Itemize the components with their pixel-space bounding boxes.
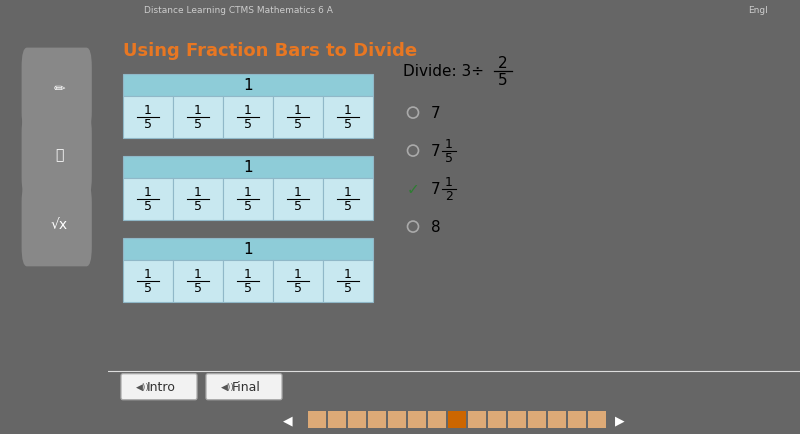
Text: 5: 5 — [445, 152, 453, 164]
Text: 1: 1 — [445, 176, 453, 189]
FancyBboxPatch shape — [206, 374, 282, 400]
Text: 7: 7 — [431, 144, 441, 159]
Text: 1: 1 — [144, 267, 152, 280]
Bar — [528, 411, 546, 428]
Bar — [173, 260, 223, 302]
Bar — [328, 411, 346, 428]
Text: Distance Learning CTMS Mathematics 6 A: Distance Learning CTMS Mathematics 6 A — [144, 6, 333, 15]
Text: 5: 5 — [244, 118, 252, 131]
FancyBboxPatch shape — [22, 49, 92, 132]
Text: 1: 1 — [243, 78, 253, 93]
Bar — [323, 260, 373, 302]
FancyBboxPatch shape — [22, 114, 92, 197]
Text: 1: 1 — [294, 104, 302, 117]
Text: 5: 5 — [244, 200, 252, 213]
Bar — [173, 178, 223, 220]
Bar — [123, 260, 173, 302]
FancyBboxPatch shape — [22, 184, 92, 267]
Bar — [348, 411, 366, 428]
Bar — [468, 411, 486, 428]
Bar — [548, 411, 566, 428]
Text: Divide: 3÷: Divide: 3÷ — [403, 64, 484, 79]
Bar — [273, 178, 323, 220]
Bar — [123, 238, 373, 260]
Bar — [123, 96, 173, 138]
Text: 1: 1 — [194, 267, 202, 280]
Text: 5: 5 — [344, 200, 352, 213]
Text: 1: 1 — [244, 104, 252, 117]
Text: √x: √x — [51, 217, 68, 231]
Text: 1: 1 — [244, 267, 252, 280]
Text: ◀)): ◀)) — [221, 382, 235, 391]
Bar — [508, 411, 526, 428]
Text: 1: 1 — [445, 138, 453, 151]
Text: 1: 1 — [294, 186, 302, 199]
Text: 8: 8 — [431, 220, 441, 234]
Text: ▶: ▶ — [615, 414, 625, 426]
Text: 5: 5 — [344, 118, 352, 131]
Text: 1: 1 — [243, 160, 253, 174]
Text: 1: 1 — [243, 241, 253, 256]
Text: Final: Final — [231, 380, 261, 393]
Bar — [428, 411, 446, 428]
Text: 5: 5 — [498, 73, 508, 88]
Bar — [323, 178, 373, 220]
Text: ◀)): ◀)) — [136, 382, 150, 391]
Text: 5: 5 — [194, 200, 202, 213]
Text: 1: 1 — [344, 104, 352, 117]
Text: ✓: ✓ — [406, 182, 419, 197]
Text: Intro: Intro — [146, 380, 175, 393]
Text: ✏: ✏ — [54, 82, 66, 96]
Text: 1: 1 — [294, 267, 302, 280]
Text: 5: 5 — [144, 200, 152, 213]
Bar — [368, 411, 386, 428]
Bar — [123, 178, 173, 220]
Text: 5: 5 — [144, 118, 152, 131]
Text: 1: 1 — [194, 104, 202, 117]
Bar — [273, 260, 323, 302]
Text: 5: 5 — [144, 281, 152, 294]
Bar — [173, 96, 223, 138]
Text: 2: 2 — [445, 190, 453, 203]
Bar — [448, 411, 466, 428]
FancyBboxPatch shape — [121, 374, 197, 400]
Text: 1: 1 — [344, 267, 352, 280]
Bar — [323, 96, 373, 138]
Text: Using Fraction Bars to Divide: Using Fraction Bars to Divide — [123, 42, 417, 59]
Bar — [408, 411, 426, 428]
Bar — [388, 411, 406, 428]
Text: 1: 1 — [144, 186, 152, 199]
Bar — [223, 96, 273, 138]
Text: 7: 7 — [431, 106, 441, 121]
Bar — [273, 96, 323, 138]
Text: 5: 5 — [294, 200, 302, 213]
Text: 5: 5 — [194, 281, 202, 294]
Text: 1: 1 — [194, 186, 202, 199]
Text: 5: 5 — [244, 281, 252, 294]
Text: 7: 7 — [431, 182, 441, 197]
Bar — [308, 411, 326, 428]
Bar — [488, 411, 506, 428]
Text: 1: 1 — [144, 104, 152, 117]
Bar — [223, 260, 273, 302]
Bar — [588, 411, 606, 428]
Text: 5: 5 — [344, 281, 352, 294]
Bar — [568, 411, 586, 428]
Text: 5: 5 — [194, 118, 202, 131]
Bar — [123, 156, 373, 178]
Text: 1: 1 — [344, 186, 352, 199]
Text: 5: 5 — [294, 281, 302, 294]
Text: 🎧: 🎧 — [55, 148, 63, 162]
Text: Engl: Engl — [748, 6, 768, 15]
Bar — [223, 178, 273, 220]
Bar — [123, 74, 373, 96]
Text: 2: 2 — [498, 56, 508, 71]
Text: ◀: ◀ — [283, 414, 293, 426]
Text: 5: 5 — [294, 118, 302, 131]
Text: 1: 1 — [244, 186, 252, 199]
